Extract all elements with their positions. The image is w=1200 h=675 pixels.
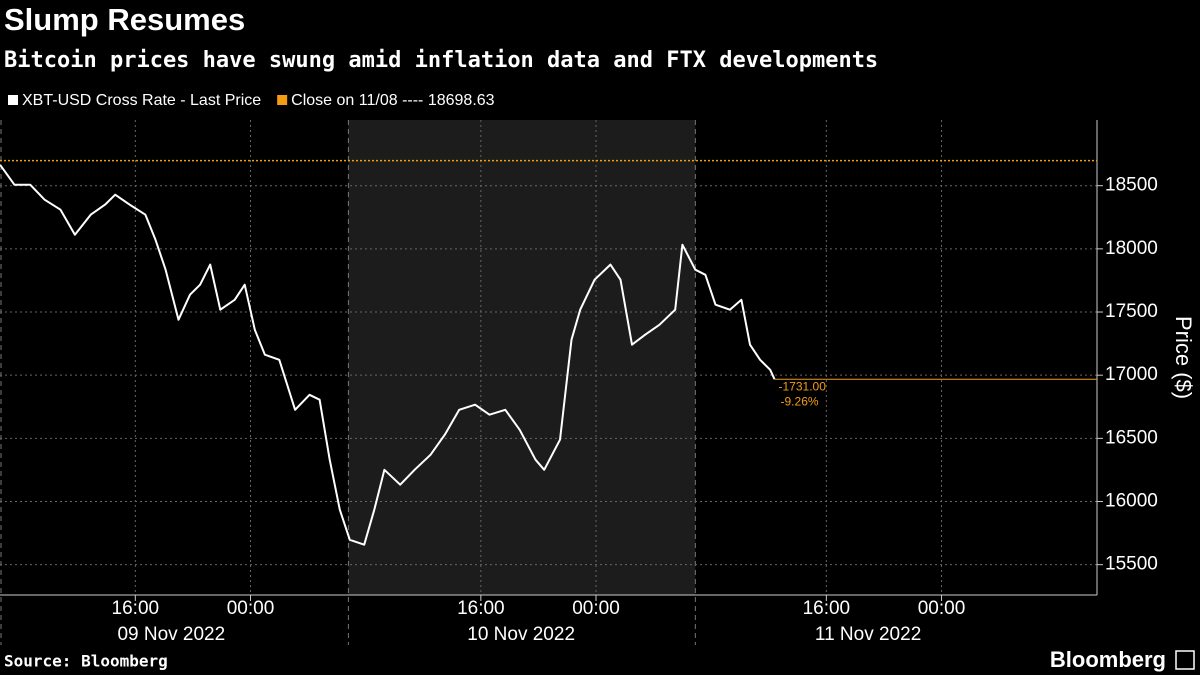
y-tick-label: 18000: [1105, 238, 1158, 259]
y-tick-label: 17500: [1105, 301, 1158, 322]
brand-icon: [1175, 650, 1195, 670]
day-label: 09 Nov 2022: [117, 624, 225, 645]
legend-swatch: [8, 95, 18, 105]
x-tick-label: 00:00: [572, 598, 620, 619]
day-label: 10 Nov 2022: [467, 624, 575, 645]
legend-label: XBT-USD Cross Rate - Last Price: [22, 92, 261, 109]
x-tick-label: 16:00: [112, 598, 160, 619]
chart-subtitle: Bitcoin prices have swung amid inflation…: [4, 48, 878, 73]
shaded-region: [348, 120, 696, 595]
source: Source: Bloomberg: [4, 652, 168, 671]
y-tick-label: 15500: [1105, 554, 1158, 575]
annotation: -1731.00: [779, 379, 827, 393]
x-tick-label: 00:00: [227, 598, 275, 619]
chart-title: Slump Resumes: [4, 2, 245, 37]
x-tick-label: 16:00: [457, 598, 505, 619]
legend-swatch: [277, 95, 288, 105]
x-tick-label: 16:00: [803, 598, 851, 619]
x-tick-label: 00:00: [918, 598, 966, 619]
y-tick-label: 17000: [1105, 364, 1158, 385]
y-tick-label: 18500: [1105, 175, 1158, 196]
day-label: 11 Nov 2022: [815, 624, 921, 645]
brand: Bloomberg: [1050, 647, 1166, 672]
y-tick-label: 16000: [1105, 491, 1158, 512]
legend-label: Close on 11/08 ---- 18698.63: [291, 92, 494, 109]
y-tick-label: 16500: [1105, 427, 1158, 448]
annotation: -9.26%: [781, 394, 819, 408]
y-axis-label: Price ($): [1171, 316, 1196, 399]
price-line: [0, 164, 776, 546]
